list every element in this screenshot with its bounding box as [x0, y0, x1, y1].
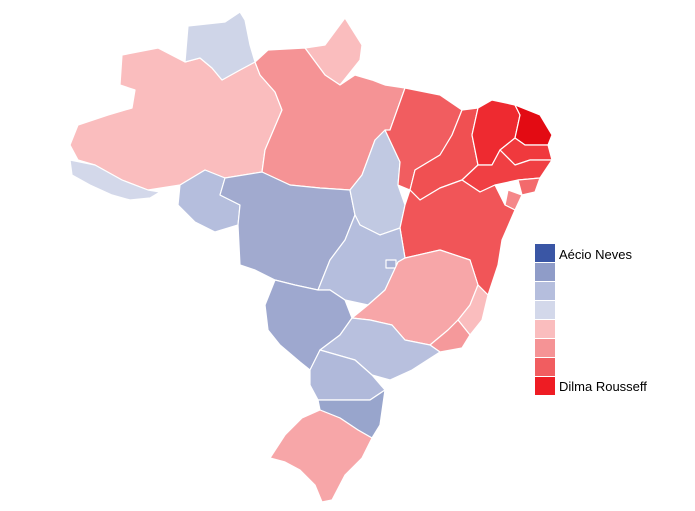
- state-rs: [269, 409, 373, 503]
- legend-swatch-7: [535, 358, 555, 376]
- state-rn: [514, 104, 553, 146]
- legend-label-aecio: Aécio Neves: [559, 247, 632, 262]
- state-go: [317, 214, 406, 306]
- legend-swatch-5: [535, 320, 555, 338]
- legend-swatch-8: [535, 377, 555, 395]
- state-ac: [69, 159, 161, 201]
- legend-swatch-1: [535, 244, 555, 262]
- state-rr: [184, 11, 256, 81]
- legend-swatch-3: [535, 282, 555, 300]
- state-df: [385, 259, 397, 269]
- legend-swatch-6: [535, 339, 555, 357]
- legend-label-dilma: Dilma Rousseff: [559, 379, 647, 394]
- legend-swatch-2: [535, 263, 555, 281]
- state-al: [517, 177, 541, 196]
- legend-swatch-4: [535, 301, 555, 319]
